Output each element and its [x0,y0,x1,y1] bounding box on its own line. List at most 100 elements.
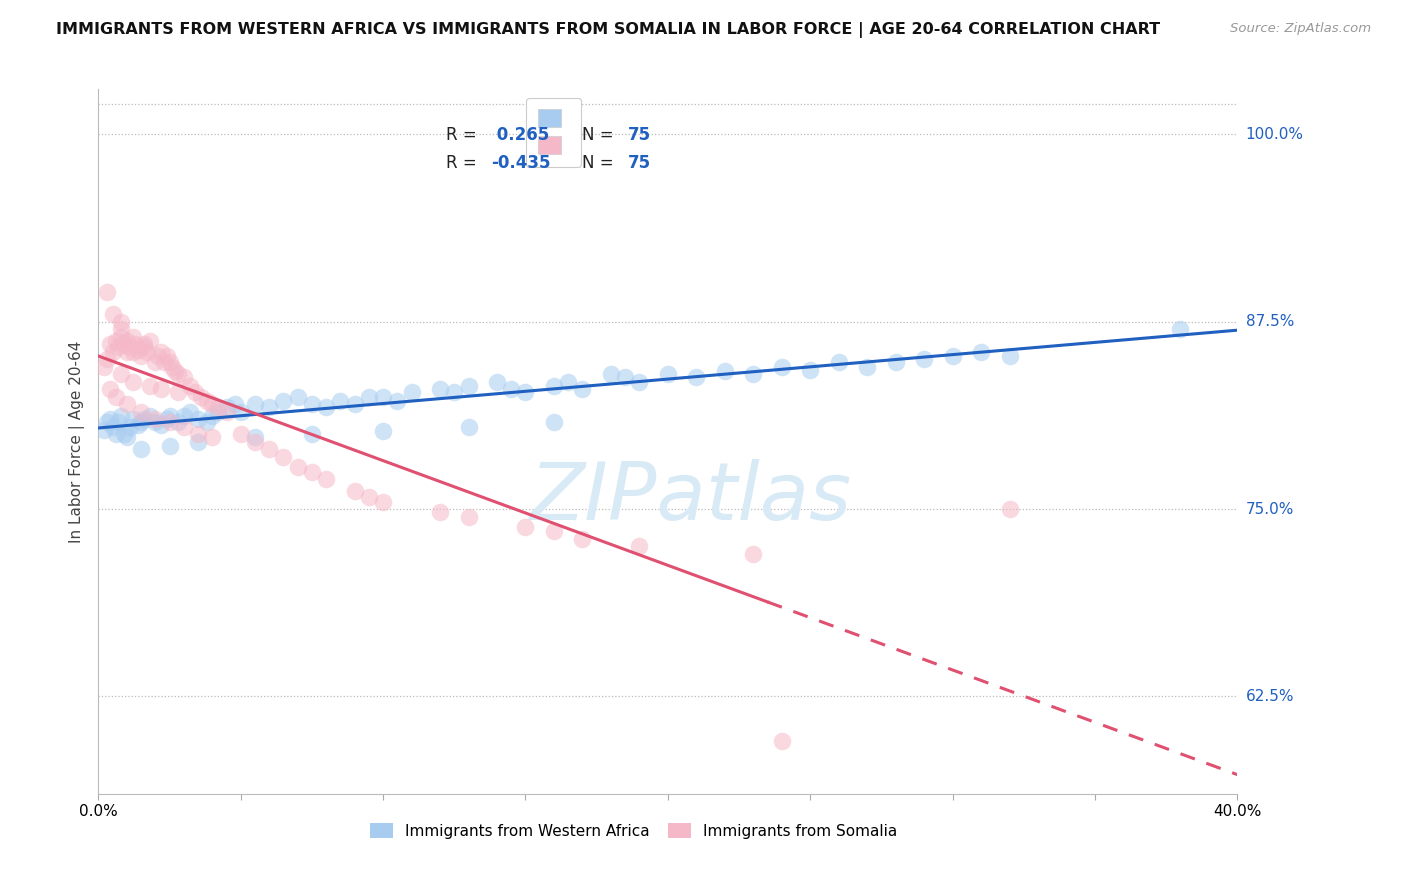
Point [187,427,209,442]
Point [173,419,195,434]
Point [315,472,337,486]
Point [121,412,143,426]
Point [229,404,252,418]
Point [156,349,179,363]
Point [173,370,195,384]
Point [799,362,821,376]
Point [173,409,195,423]
Point [187,412,209,426]
Point [571,532,593,546]
Point [101,419,124,434]
Point [501,382,523,396]
Point [115,334,138,348]
Point [127,343,149,357]
Point [543,379,565,393]
Text: N =: N = [582,126,614,144]
Point [150,418,173,433]
Point [259,442,281,456]
Text: N =: N = [582,154,614,172]
Point [628,540,651,554]
Y-axis label: In Labor Force | Age 20-64: In Labor Force | Age 20-64 [69,341,84,542]
Point [129,404,152,418]
Point [329,394,352,409]
Point [912,352,935,367]
Text: IMMIGRANTS FROM WESTERN AFRICA VS IMMIGRANTS FROM SOMALIA IN LABOR FORCE | AGE 2: IMMIGRANTS FROM WESTERN AFRICA VS IMMIGR… [56,22,1160,38]
Point [301,465,323,479]
Point [287,460,309,475]
Point [93,359,115,374]
Text: Source: ZipAtlas.com: Source: ZipAtlas.com [1230,22,1371,36]
Point [373,390,395,404]
Text: 100.0%: 100.0% [1246,127,1303,142]
Point [135,344,157,359]
Point [443,385,465,400]
Point [1170,322,1192,336]
Point [515,520,537,534]
Point [159,409,181,423]
Point [714,364,737,378]
Text: ZIPatlas: ZIPatlas [530,458,852,537]
Point [110,315,132,329]
Point [543,524,565,539]
Point [184,385,207,400]
Point [107,340,129,354]
Point [685,370,707,384]
Point [301,427,323,442]
Point [153,355,176,369]
Point [121,329,143,343]
Point [273,450,295,464]
Text: 87.5%: 87.5% [1246,314,1294,329]
Point [110,329,132,343]
Point [942,349,965,363]
Point [357,390,380,404]
Point [110,322,132,336]
Point [742,367,765,381]
Point [159,439,181,453]
Point [287,390,309,404]
Point [387,394,409,409]
Point [118,419,141,434]
Point [129,415,152,429]
Point [190,390,212,404]
Text: R =: R = [446,126,477,144]
Point [215,404,238,418]
Point [273,394,295,409]
Point [145,355,167,369]
Point [101,344,124,359]
Point [195,394,218,409]
Point [429,505,451,519]
Point [98,382,121,396]
Point [145,415,167,429]
Text: R =: R = [446,154,477,172]
Point [229,427,252,442]
Point [259,400,281,414]
Point [104,390,127,404]
Point [150,344,173,359]
Point [101,307,124,321]
Point [201,397,224,411]
Point [110,367,132,381]
Point [543,415,565,429]
Point [127,418,149,433]
Point [115,344,138,359]
Point [132,340,155,354]
Point [357,490,380,504]
Point [614,370,637,384]
Point [107,415,129,429]
Point [515,385,537,400]
Point [115,397,138,411]
Point [179,379,201,393]
Point [165,364,187,378]
Point [195,415,218,429]
Point [132,337,155,351]
Point [770,734,793,748]
Point [628,375,651,389]
Text: 0.265: 0.265 [491,126,550,144]
Point [243,430,266,444]
Point [998,502,1021,516]
Point [970,344,993,359]
Point [742,547,765,561]
Point [207,404,229,418]
Point [93,423,115,437]
Point [138,334,160,348]
